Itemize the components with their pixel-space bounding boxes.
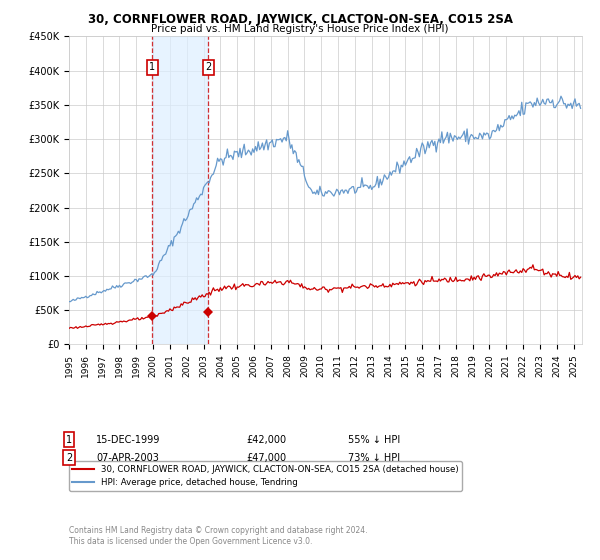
Text: 07-APR-2003: 07-APR-2003 <box>96 452 159 463</box>
Text: 1: 1 <box>149 62 155 72</box>
Text: 30, CORNFLOWER ROAD, JAYWICK, CLACTON-ON-SEA, CO15 2SA: 30, CORNFLOWER ROAD, JAYWICK, CLACTON-ON… <box>88 13 512 26</box>
Text: Contains HM Land Registry data © Crown copyright and database right 2024.
This d: Contains HM Land Registry data © Crown c… <box>69 526 367 546</box>
Legend: 30, CORNFLOWER ROAD, JAYWICK, CLACTON-ON-SEA, CO15 2SA (detached house), HPI: Av: 30, CORNFLOWER ROAD, JAYWICK, CLACTON-ON… <box>69 461 462 491</box>
Text: £42,000: £42,000 <box>246 435 286 445</box>
Text: 15-DEC-1999: 15-DEC-1999 <box>96 435 160 445</box>
Bar <box>152 36 208 344</box>
Text: 1: 1 <box>66 435 72 445</box>
Text: 73% ↓ HPI: 73% ↓ HPI <box>348 452 400 463</box>
Text: 2: 2 <box>205 62 211 72</box>
Text: 2: 2 <box>66 452 72 463</box>
Text: 55% ↓ HPI: 55% ↓ HPI <box>348 435 400 445</box>
Text: Price paid vs. HM Land Registry's House Price Index (HPI): Price paid vs. HM Land Registry's House … <box>151 24 449 34</box>
Text: £47,000: £47,000 <box>246 452 286 463</box>
